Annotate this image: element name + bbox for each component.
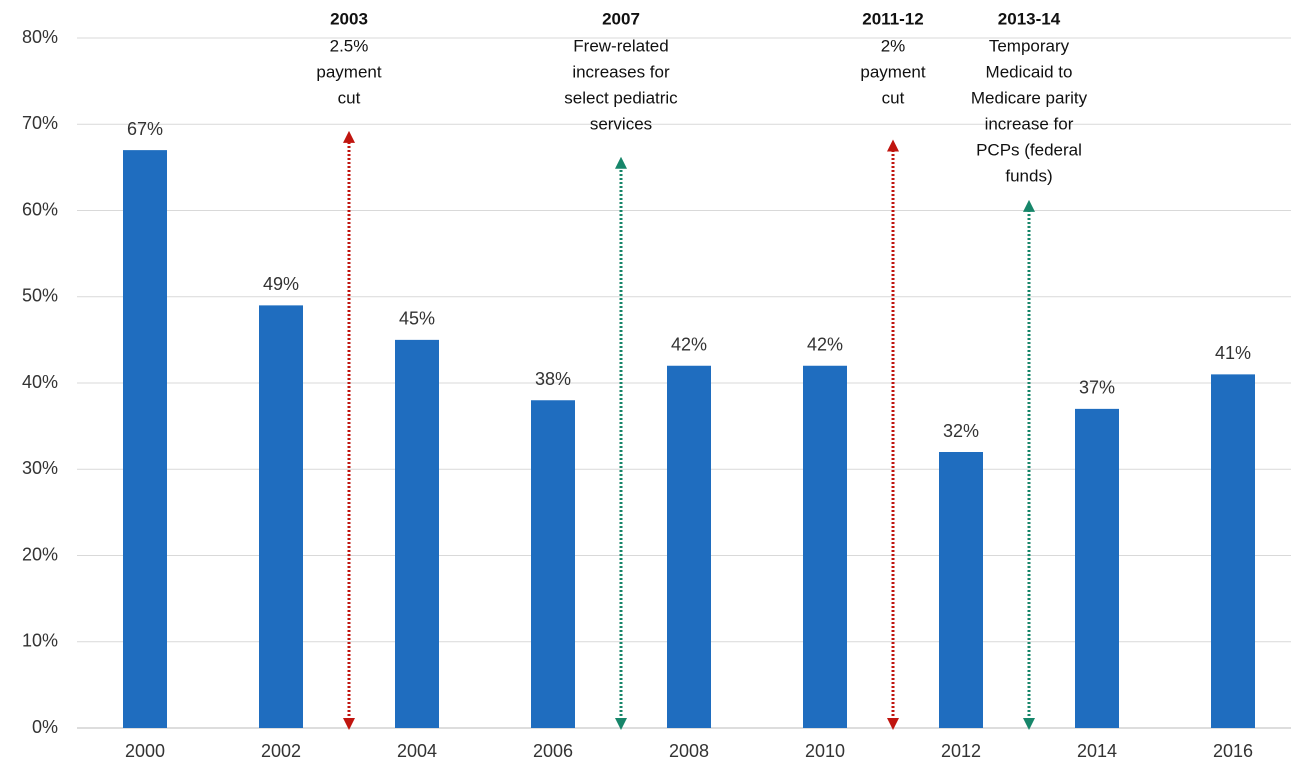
value-label: 45% bbox=[399, 309, 435, 329]
x-tick-label: 2008 bbox=[669, 741, 709, 761]
value-label: 38% bbox=[535, 369, 571, 389]
annotation-text: Frew-related bbox=[573, 36, 668, 55]
annotation-text: 2% bbox=[881, 36, 906, 55]
x-tick-label: 2000 bbox=[125, 741, 165, 761]
bar bbox=[667, 365, 711, 728]
y-tick-label: 80% bbox=[22, 27, 58, 47]
annotation-text: Medicare parity bbox=[971, 88, 1088, 107]
annotation-title: 2013-14 bbox=[998, 9, 1061, 28]
annotation-text: select pediatric bbox=[564, 88, 678, 107]
y-tick-label: 20% bbox=[22, 544, 58, 564]
x-tick-label: 2004 bbox=[397, 741, 437, 761]
annotation-text: increases for bbox=[572, 62, 670, 81]
bar bbox=[395, 339, 439, 728]
annotation-title: 2007 bbox=[602, 9, 640, 28]
annotation-text: cut bbox=[882, 88, 905, 107]
bar bbox=[259, 305, 303, 728]
bar bbox=[939, 452, 983, 728]
bar bbox=[803, 365, 847, 728]
y-tick-label: 70% bbox=[22, 113, 58, 133]
annotation-text: PCPs (federal bbox=[976, 140, 1082, 159]
bar bbox=[1075, 408, 1119, 728]
annotation-text: cut bbox=[338, 88, 361, 107]
x-tick-label: 2002 bbox=[261, 741, 301, 761]
bar bbox=[123, 150, 167, 728]
value-label: 67% bbox=[127, 119, 163, 139]
bar bbox=[1211, 374, 1255, 728]
annotation-text: Medicaid to bbox=[986, 62, 1073, 81]
y-tick-label: 10% bbox=[22, 631, 58, 651]
x-tick-label: 2006 bbox=[533, 741, 573, 761]
annotation-text: Temporary bbox=[989, 36, 1070, 55]
value-label: 32% bbox=[943, 421, 979, 441]
annotation-text: services bbox=[590, 114, 652, 133]
x-tick-label: 2010 bbox=[805, 741, 845, 761]
value-label: 42% bbox=[671, 335, 707, 355]
value-label: 37% bbox=[1079, 378, 1115, 398]
y-tick-label: 50% bbox=[22, 286, 58, 306]
value-label: 42% bbox=[807, 335, 843, 355]
y-tick-label: 30% bbox=[22, 458, 58, 478]
y-tick-label: 40% bbox=[22, 372, 58, 392]
annotation-text: payment bbox=[860, 62, 925, 81]
annotation-text: payment bbox=[316, 62, 381, 81]
x-tick-label: 2016 bbox=[1213, 741, 1253, 761]
bar bbox=[531, 400, 575, 728]
annotation-title: 2003 bbox=[330, 9, 368, 28]
annotation-text: 2.5% bbox=[330, 36, 369, 55]
value-label: 41% bbox=[1215, 343, 1251, 363]
value-label: 49% bbox=[263, 274, 299, 294]
annotation-text: increase for bbox=[985, 114, 1074, 133]
y-tick-label: 0% bbox=[32, 717, 58, 737]
x-tick-label: 2014 bbox=[1077, 741, 1117, 761]
y-tick-label: 60% bbox=[22, 199, 58, 219]
x-tick-label: 2012 bbox=[941, 741, 981, 761]
annotation-text: funds) bbox=[1005, 166, 1052, 185]
annotation-title: 2011-12 bbox=[862, 9, 923, 28]
